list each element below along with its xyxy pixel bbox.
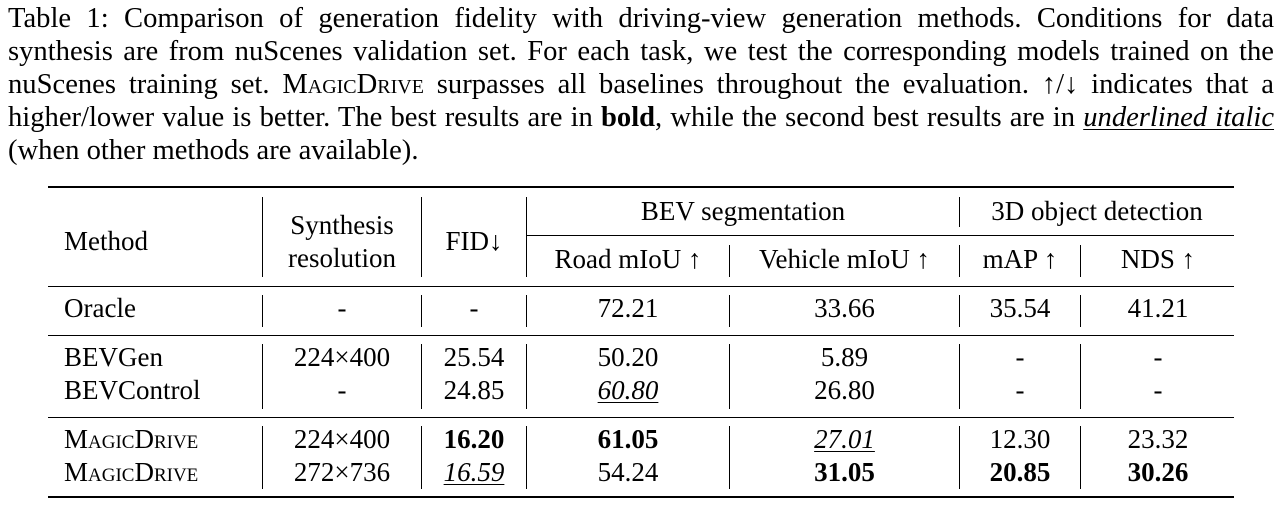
row-magicdrive-224-map: 12.30 [989,424,1051,454]
row-sep [729,426,730,489]
header-synthesis-line2: resolution [288,243,396,273]
row-magicdrive-272-vehicle: 31.05 [814,457,875,487]
row-bevgen-road: 50.20 [597,342,659,372]
caption-text-3: , while the second best results are in [655,102,1076,133]
row-bevcontrol-resolution: - [337,375,347,405]
row-magicdrive-272-map: 20.85 [989,457,1051,487]
row-oracle-nds: 41.21 [1127,293,1189,323]
header-road: Road mIoU ↑ [554,244,702,274]
row-bevcontrol-fid: 24.85 [443,375,505,405]
caption-method-name: MagicDrive [282,69,424,100]
row-oracle-method: Oracle [64,293,136,323]
row-magicdrive-224-method: MagicDrive [64,424,199,454]
row-sep [959,426,960,489]
row-sep [421,426,422,489]
row-oracle-road: 72.21 [597,293,659,323]
row-bevcontrol-vehicle: 26.80 [814,375,875,405]
row-magicdrive-224-road: 61.05 [597,424,659,454]
row-magicdrive-272-road: 54.24 [597,457,659,487]
row-sep [1080,295,1081,327]
header-method: Method [64,226,148,256]
row-bevgen-method: BEVGen [64,342,163,372]
bottom-rule [48,496,1234,498]
row-bevgen-map: - [1015,342,1025,372]
row-sep [526,295,527,327]
row-magicdrive-224-resolution: 224×400 [293,424,391,454]
oracle-bottom-rule [48,335,1234,336]
header-sep-3 [526,197,527,277]
row-bevgen-resolution: 224×400 [293,342,391,372]
header-nds: NDS ↑ [1120,244,1196,274]
caption-underlined-italic-word: underlined italic [1083,102,1275,133]
caption-label: Table 1: [8,3,109,34]
row-oracle-vehicle: 33.66 [814,293,875,323]
header-sep-4 [959,197,960,227]
row-sep [729,344,730,409]
row-magicdrive-224-fid: 16.20 [443,424,505,454]
row-magicdrive-272-fid: 16.59 [424,456,524,488]
second-best-value: 16.59 [443,457,505,487]
header-sep-1 [262,197,263,277]
row-bevcontrol-map: - [1015,375,1025,405]
header-sep-2 [421,197,422,277]
row-sep [262,295,263,327]
row-sep [1080,344,1081,409]
header-sep-7 [1080,245,1081,277]
row-bevgen-fid: 25.54 [443,342,505,372]
row-magicdrive-272-method: MagicDrive [64,457,199,487]
row-sep [959,344,960,409]
table-caption: Table 1: Comparison of generation fideli… [8,2,1274,167]
row-magicdrive-272-nds: 30.26 [1127,457,1189,487]
header-sep-6 [959,245,960,277]
caption-bold-word: bold [601,102,656,133]
row-bevgen-nds: - [1153,342,1163,372]
baseline-bottom-rule [48,417,1234,418]
row-oracle-fid: - [469,293,479,323]
second-best-value: 27.01 [814,424,875,454]
row-bevcontrol-method: BEVControl [64,375,201,405]
row-sep [729,295,730,327]
row-sep [1080,426,1081,489]
header-bev-group: BEV segmentation [640,196,846,226]
caption-text-1: Comparison of generation fidelity with d… [8,3,1275,100]
header-synthesis-line1: Synthesis [290,210,394,240]
row-magicdrive-272-resolution: 272×736 [293,457,391,487]
row-sep [421,344,422,409]
header-det-group: 3D object detection [991,196,1203,226]
header-bottom-rule [48,286,1234,287]
header-fid: FID↓ [445,226,503,256]
header-map: mAP ↑ [982,244,1058,274]
row-oracle-map: 35.54 [989,293,1051,323]
second-best-value: 60.80 [597,375,659,405]
row-bevcontrol-nds: - [1153,375,1163,405]
caption-text-4: (when other methods are available). [8,135,419,166]
row-sep [959,295,960,327]
header-vehicle: Vehicle mIoU ↑ [759,244,930,274]
row-sep [421,295,422,327]
row-magicdrive-224-vehicle: 27.01 [731,423,958,455]
row-sep [262,344,263,409]
row-sep [526,426,527,489]
row-sep [262,426,263,489]
top-rule [48,186,1234,188]
header-sep-5 [729,245,730,277]
row-bevgen-vehicle: 5.89 [820,342,869,372]
caption-text-2: surpasses all baselines throughout the e… [8,69,1274,133]
group-header-rule [526,235,1234,236]
row-bevcontrol-road: 60.80 [528,374,728,406]
row-oracle-resolution: - [337,293,347,323]
row-magicdrive-224-nds: 23.32 [1127,424,1189,454]
row-sep [526,344,527,409]
